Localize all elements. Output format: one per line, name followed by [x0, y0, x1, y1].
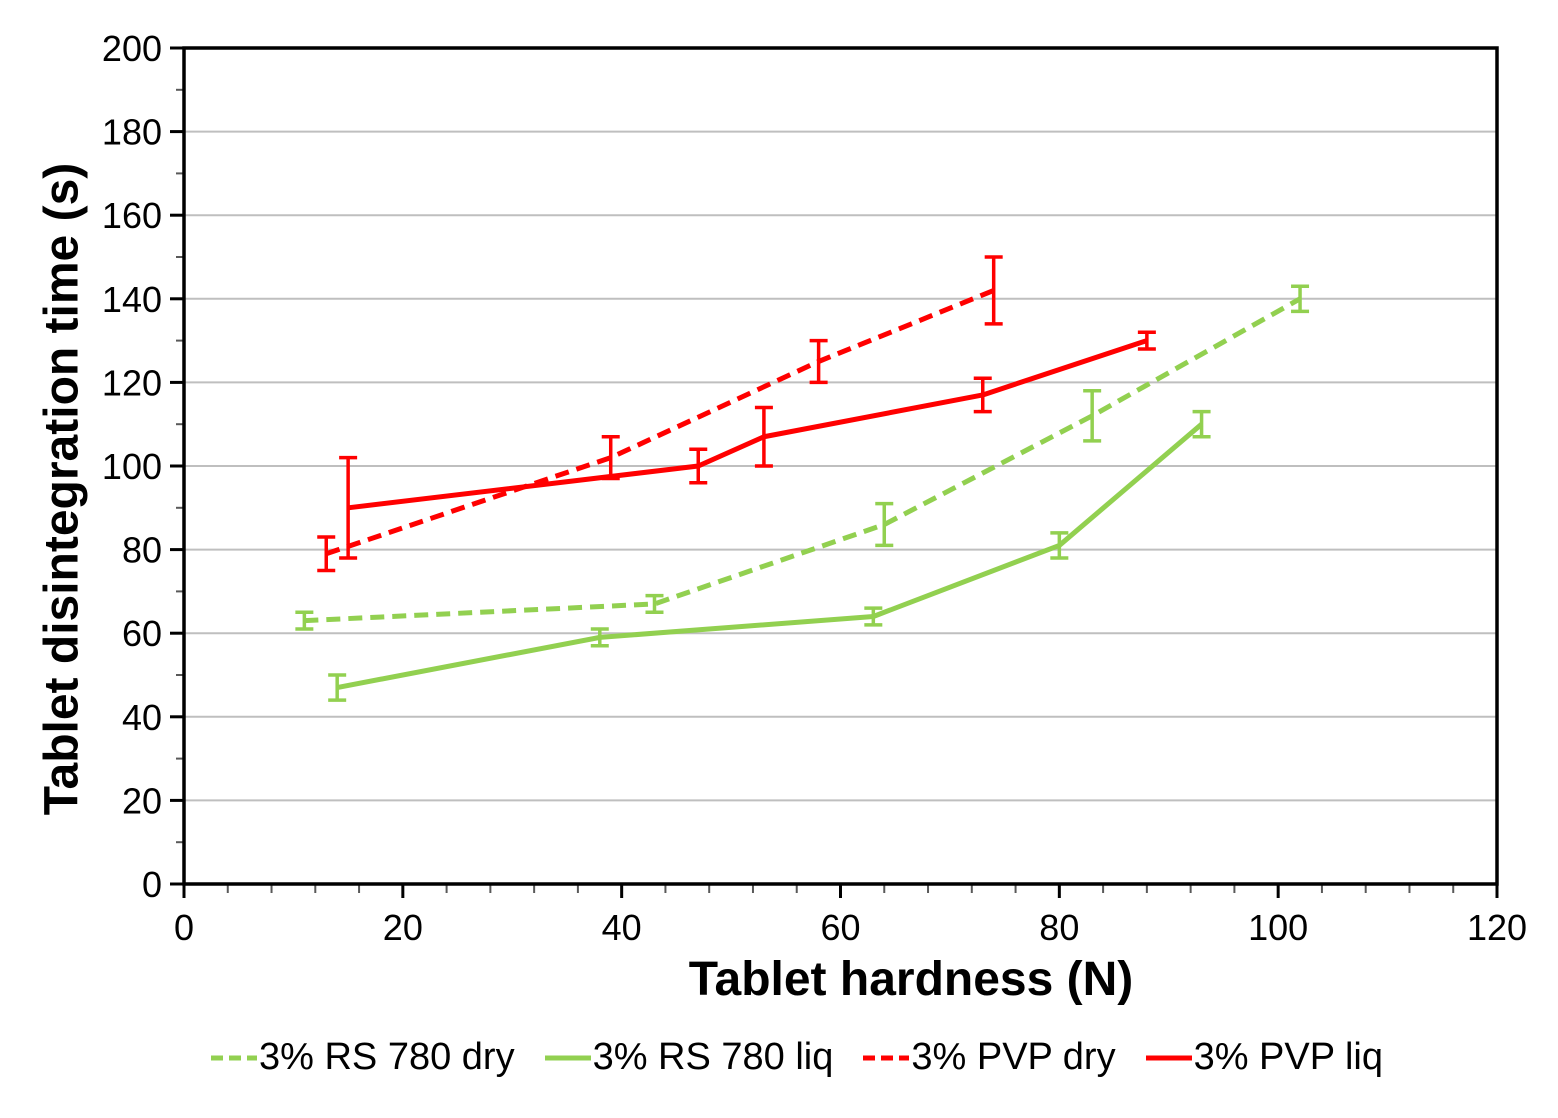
x-tick-label: 40	[602, 907, 642, 948]
x-axis-title: Tablet hardness (N)	[688, 953, 1134, 1006]
legend-sample-dashed-line	[863, 1055, 910, 1060]
y-tick-label: 0	[142, 864, 162, 905]
x-tick-label: 80	[1039, 907, 1079, 948]
legend-sample-solid-line	[544, 1055, 591, 1060]
x-tick-label: 120	[1467, 907, 1527, 948]
legend-label: 3% RS 780 liq	[592, 1036, 834, 1078]
y-tick-label: 180	[102, 112, 162, 153]
series-line	[336, 422, 1204, 690]
series-line	[347, 338, 1148, 511]
legend-sample-solid-line	[1145, 1055, 1192, 1060]
x-tick-label: 0	[174, 907, 194, 948]
y-axis-ticks-labels: 0 20 40 60 80 100 120 140 160 180 200	[102, 28, 184, 905]
y-tick-label: 140	[102, 279, 162, 320]
y-tick-label: 100	[102, 446, 162, 487]
series-line	[304, 296, 1302, 624]
gridlines	[184, 130, 1497, 802]
x-tick-label: 60	[820, 907, 860, 948]
y-tick-label: 80	[122, 530, 162, 571]
legend-item-3-rs-780-dry: 3% RS 780 dry	[211, 1036, 515, 1079]
error-bars	[295, 284, 1310, 631]
series-3-pvp-dry	[317, 255, 1003, 573]
legend-label: 3% RS 780 dry	[259, 1036, 515, 1078]
error-bars	[339, 330, 1156, 560]
y-tick-label: 60	[122, 613, 162, 654]
y-tick-label: 40	[122, 697, 162, 738]
series-3-pvp-liq	[339, 330, 1156, 560]
y-axis-title: Tablet disintegration time (s)	[35, 162, 89, 816]
legend-item-3-pvp-dry: 3% PVP dry	[863, 1036, 1116, 1079]
error-bars	[328, 409, 1211, 702]
y-tick-label: 120	[102, 362, 162, 403]
error-bars	[317, 255, 1003, 573]
x-tick-label: 100	[1248, 907, 1308, 948]
x-axis-ticks-labels: 0 20 40 60 80 100 120	[174, 884, 1527, 948]
legend-sample-dashed-line	[211, 1055, 257, 1060]
series-line	[325, 288, 995, 557]
y-tick-label: 20	[122, 780, 162, 821]
legend-label: 3% PVP liq	[1193, 1036, 1383, 1078]
y-tick-label: 160	[102, 195, 162, 236]
x-tick-label: 20	[383, 907, 423, 948]
series-3-rs-780-liq	[328, 409, 1211, 702]
series-3-rs-780-dry	[295, 284, 1310, 631]
legend-label: 3% PVP dry	[911, 1036, 1116, 1078]
legend-item-3-rs-780-liq: 3% RS 780 liq	[544, 1036, 834, 1079]
y-tick-label: 200	[102, 28, 162, 69]
plot-border	[182, 46, 1499, 886]
legend: 3% RS 780 dry 3% RS 780 liq 3% PVP dry 3% P…	[0, 1036, 1558, 1079]
legend-item-3-pvp-liq: 3% PVP liq	[1145, 1036, 1383, 1079]
